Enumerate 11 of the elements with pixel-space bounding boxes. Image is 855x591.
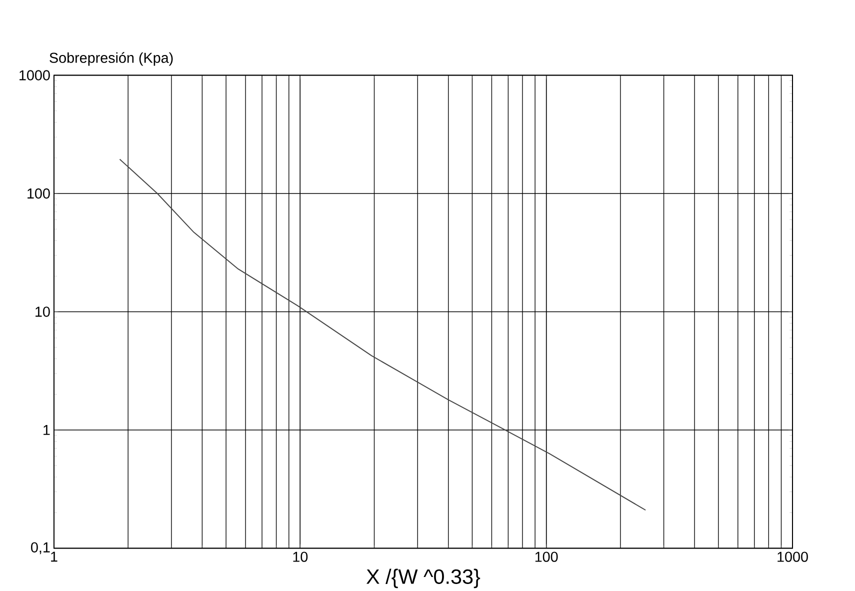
y-tick-label: 100 — [28, 188, 50, 199]
y-tick-label: 1 — [44, 425, 50, 436]
y-tick-label: 0,1 — [31, 542, 50, 554]
x-axis-title: X /{W ^0.33} — [366, 568, 480, 588]
y-tick-label: 10 — [36, 306, 50, 317]
x-tick-label: 10 — [293, 552, 308, 562]
y-tick-label: 1000 — [20, 70, 50, 80]
x-tick-label: 1 — [51, 552, 58, 562]
x-tick-label: 100 — [535, 552, 558, 562]
x-tick-label: 1000 — [778, 552, 808, 562]
y-axis-title: Sobrepresión (Kpa) — [50, 52, 173, 66]
